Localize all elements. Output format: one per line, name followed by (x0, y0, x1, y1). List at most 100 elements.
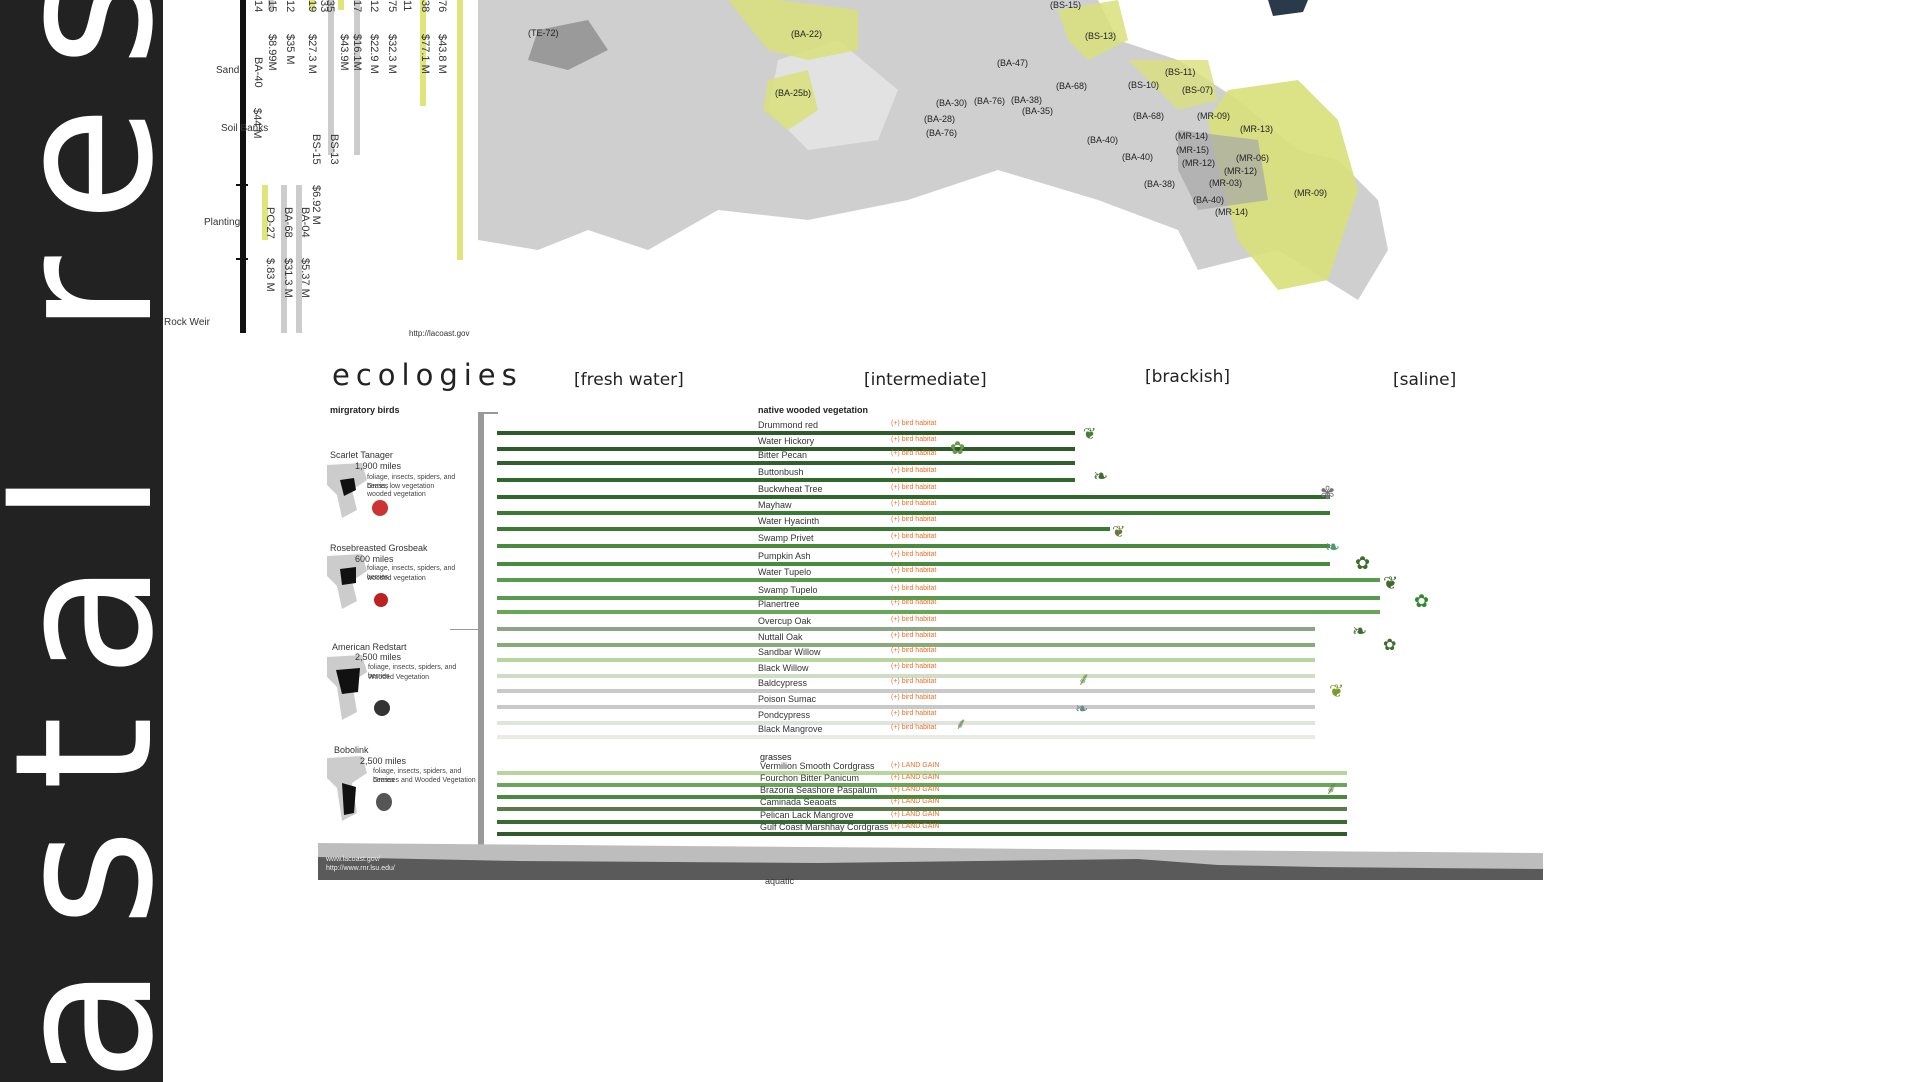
leaf-icon: ❧ (1325, 537, 1341, 557)
wooded-species-name: Buttonbush (758, 467, 804, 477)
bird-habitat-tag: (+) bird habitat (891, 678, 937, 685)
wooded-species-name: Mayhaw (758, 500, 792, 510)
bird-habitat-tag: (+) bird habitat (891, 450, 937, 457)
grasses-heading: grasses (760, 752, 792, 762)
bird-range-map (327, 756, 367, 821)
bird-icon (372, 500, 388, 516)
source-link[interactable]: http://lacoast.gov (409, 329, 470, 338)
bird-habitat-tag: (+) bird habitat (891, 533, 937, 540)
bird-habitat-tag: (+) bird habitat (891, 599, 937, 606)
wooded-range-bar (497, 596, 1380, 600)
bird-habitat-tag: (+) bird habitat (891, 500, 937, 507)
land-gain-tag: (+) LAND GAIN (891, 786, 940, 793)
grass-species-name: Fourchon Bitter Panicum (760, 773, 860, 783)
wooded-range-bar (497, 674, 1315, 678)
bird-habitat-tag: (+) bird habitat (891, 616, 937, 623)
wooded-species-name: Swamp Tupelo (758, 585, 818, 595)
leaf-icon: ❦ (1112, 524, 1126, 541)
wooded-species-name: Overcup Oak (758, 616, 812, 626)
wooded-species-name: Black Willow (758, 663, 809, 673)
zone-fresh-water: [fresh water] (574, 370, 684, 390)
wooded-range-bar (497, 478, 1075, 482)
grass-range-bar (497, 820, 1347, 824)
grass-range-bar (497, 807, 1347, 811)
wooded-range-bar (497, 527, 1110, 531)
zone-brackish: [brackish] (1145, 367, 1231, 387)
wooded-range-bar (497, 735, 1315, 739)
bird-card: American Redstart 2,500 miles foliage, i… (322, 640, 472, 730)
bird-habitat-tag: (+) bird habitat (891, 484, 937, 491)
wooded-range-bar (497, 689, 1315, 693)
grass-range-bar (497, 783, 1347, 787)
grass-species-name: Caminada Seaoats (760, 797, 837, 807)
bird-habitat-tag: (+) bird habitat (891, 647, 937, 654)
land-gain-tag: (+) LAND GAIN (891, 798, 940, 805)
wooded-species-name: Swamp Privet (758, 533, 814, 543)
wooded-species-name: Water Hickory (758, 436, 815, 446)
category-soil-banks: Soil Banks (221, 123, 269, 134)
wooded-range-bar (497, 705, 1315, 709)
bird-habitat-tag: (+) bird habitat (891, 710, 937, 717)
wooded-range-bar (497, 495, 1330, 499)
leaf-icon: ❧ (1093, 466, 1109, 486)
wooded-range-bar (497, 562, 1330, 566)
bird-range-map (327, 554, 367, 609)
wooded-range-bar (497, 658, 1315, 662)
leaf-icon: ❧ (1352, 621, 1368, 641)
bird-habitat-tag: (+) bird habitat (891, 467, 937, 474)
wooded-species-name: Pumpkin Ash (758, 551, 811, 561)
wooded-species-name: Water Hyacinth (758, 516, 820, 526)
grass-species-name: Pelican Lack Mangrove (760, 810, 854, 820)
wooded-species-name: Drummond red (758, 420, 819, 430)
bird-icon (374, 700, 390, 716)
bird-habitat-tag: (+) bird habitat (891, 724, 937, 731)
bird-icon (376, 793, 392, 811)
bird-range-map (327, 655, 367, 720)
wooded-species-name: Water Tupelo (758, 567, 812, 577)
grass-species-name: Gulf Coast Marshhay Cordgrass (760, 822, 889, 832)
zone-intermediate: [intermediate] (864, 370, 987, 390)
wooded-range-bar (497, 431, 1075, 435)
timeline-axis (240, 0, 246, 333)
leaf-icon: ❦ (1329, 681, 1345, 701)
bird-icon (374, 593, 388, 607)
category-rock-weir: Rock Weir (164, 317, 210, 328)
wooded-species-name: Bitter Pecan (758, 450, 808, 460)
wooded-range-bar (497, 627, 1315, 631)
grass-species-name: Brazoria Seashore Paspalum (760, 785, 878, 795)
land-gain-tag: (+) LAND GAIN (891, 762, 940, 769)
wooded-range-bar (497, 643, 1315, 647)
wooded-species-name: Poison Sumac (758, 694, 817, 704)
terrain-profile (318, 843, 1543, 880)
footer-link[interactable]: http://www.rnr.lsu.edu/ (326, 865, 395, 872)
leaf-icon: ❦ (1083, 426, 1097, 443)
aquatic-label: aquatic (765, 876, 795, 886)
ecologies-title: ecologies (332, 358, 523, 392)
vertical-title: astal rese (0, 0, 163, 1082)
grass-range-bar (497, 795, 1347, 799)
bird-habitat-tag: (+) bird habitat (891, 516, 937, 523)
grass-species-name: Vermilion Smooth Cordgrass (760, 761, 875, 771)
leaf-icon: ⸙ (955, 716, 968, 733)
grass-range-bar (497, 771, 1347, 775)
wooded-range-bar (497, 461, 1075, 465)
wooded-species-name: Black Mangrove (758, 724, 823, 734)
category-sand: Sand (216, 65, 240, 76)
bird-card: Scarlet Tanager 1,900 miles foliage, ins… (322, 448, 472, 528)
footer-link[interactable]: www.lacoast.gov/ (326, 856, 381, 863)
bird-range-map (327, 463, 367, 518)
wooded-species-name: Sandbar Willow (758, 647, 821, 657)
wooded-range-bar (497, 578, 1380, 582)
leaf-icon: ✿ (950, 438, 966, 458)
leaf-icon: ⸙ (1325, 778, 1339, 798)
wooded-species-name: Nuttall Oak (758, 632, 803, 642)
wooded-species-name: Baldcypress (758, 678, 808, 688)
leaf-icon: ✾ (1320, 483, 1336, 503)
leaf-icon: ⸙ (1077, 669, 1091, 689)
ecology-divider (478, 412, 484, 848)
leaf-icon: ✿ (1355, 553, 1371, 573)
wooded-species-name: Pondcypress (758, 710, 811, 720)
wooded-heading: native wooded vegetation (758, 405, 869, 415)
land-gain-tag: (+) LAND GAIN (891, 811, 940, 818)
wooded-range-bar (497, 721, 1315, 725)
